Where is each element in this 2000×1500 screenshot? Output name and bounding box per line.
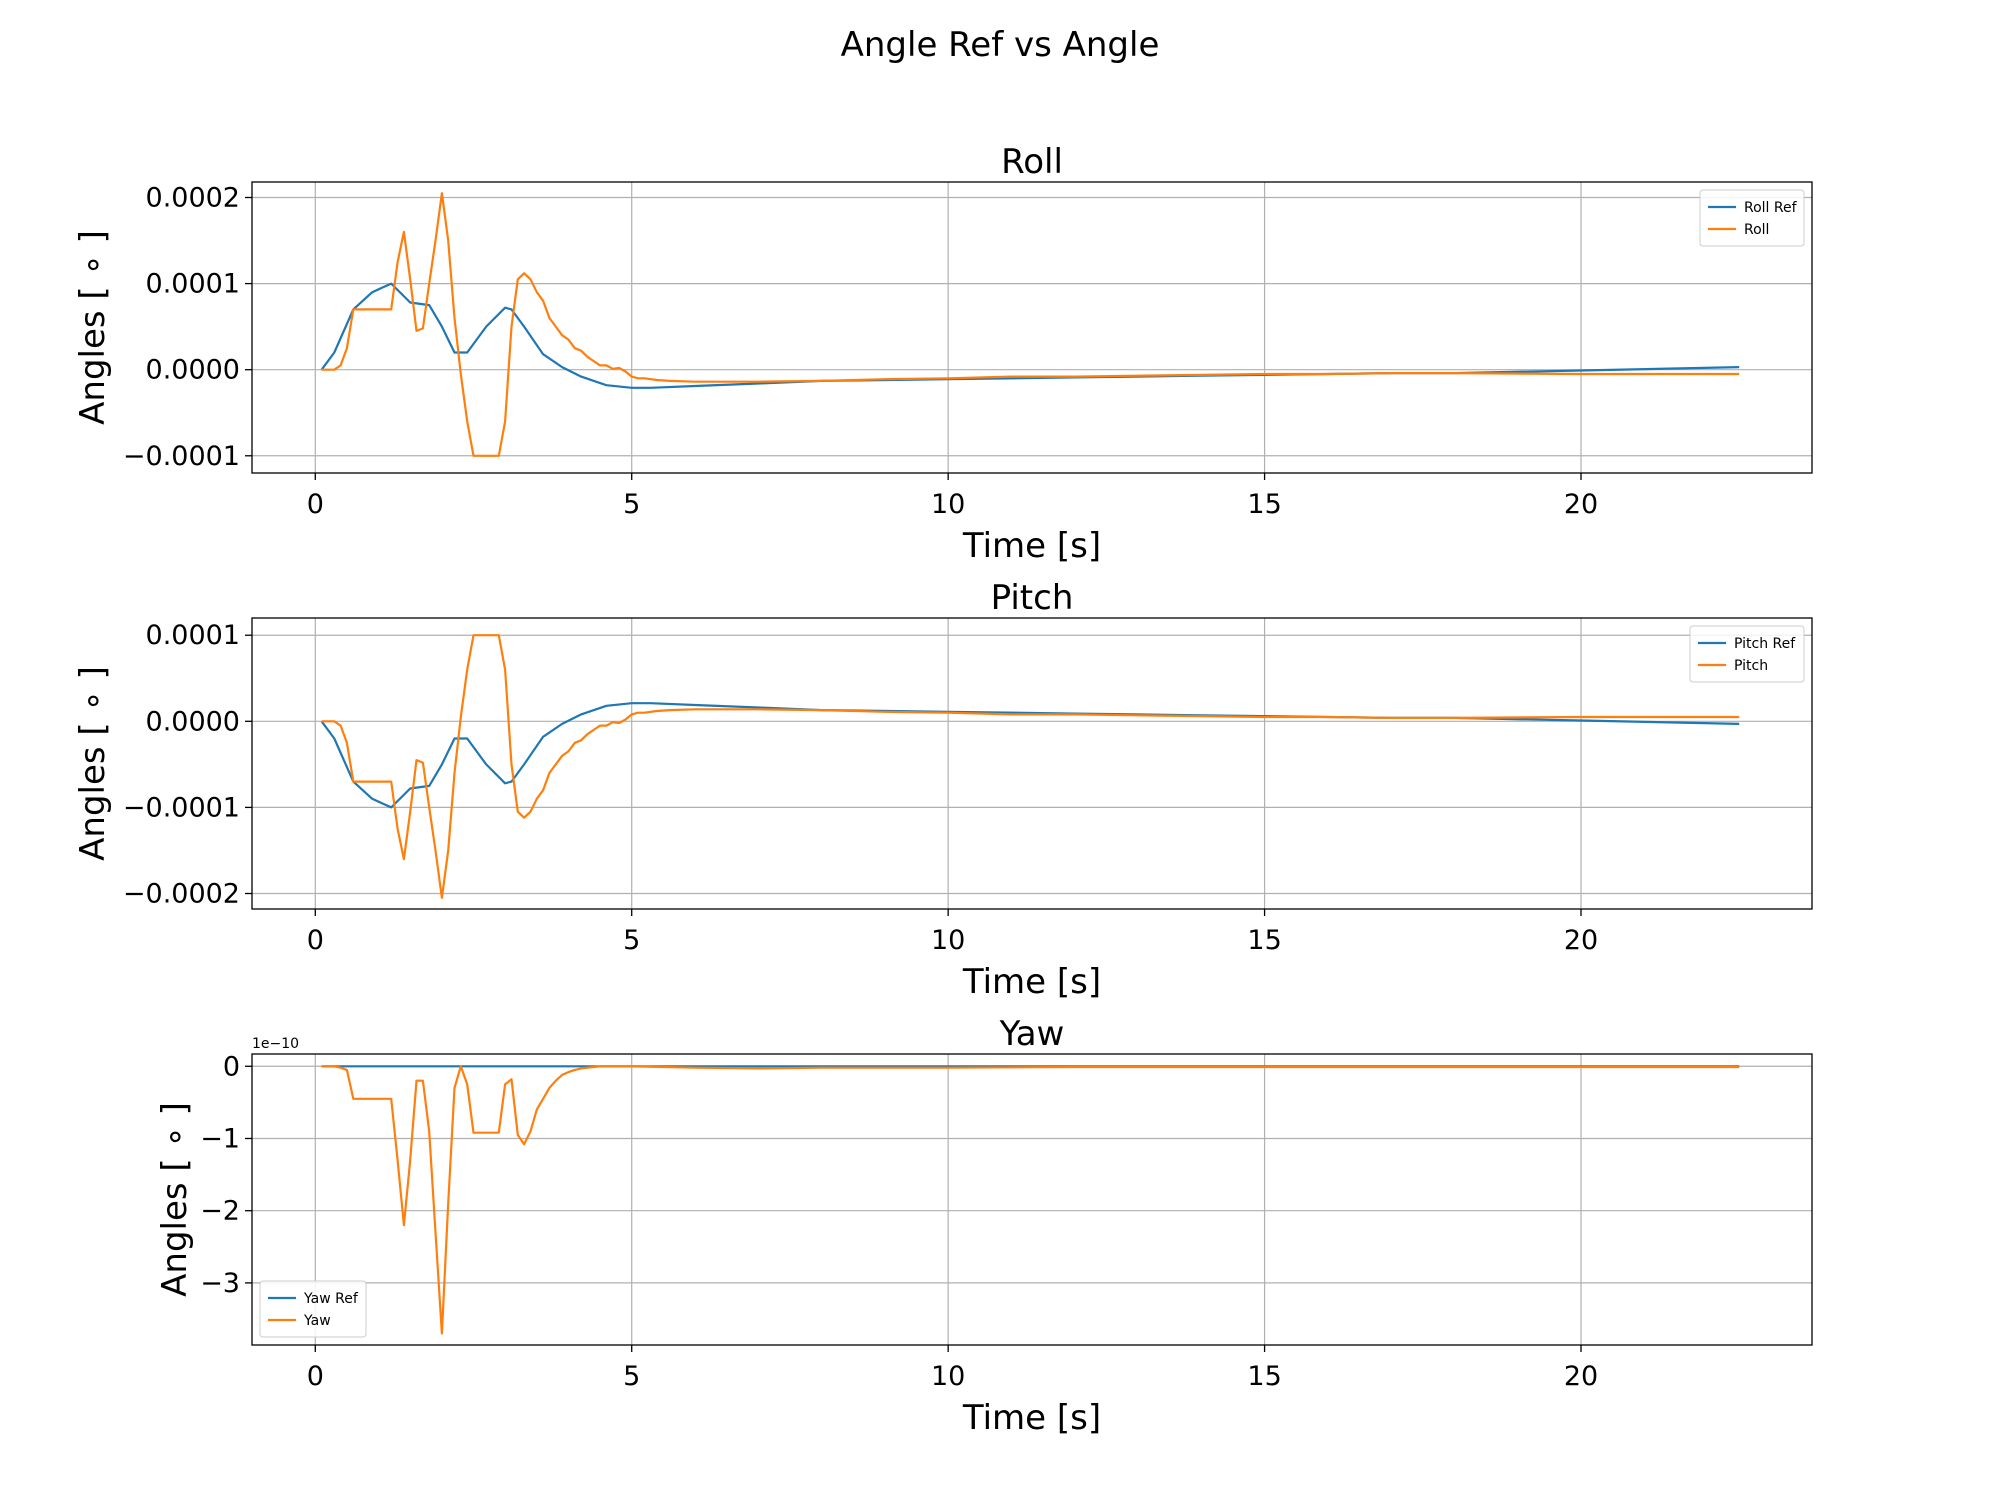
legend-label: Yaw [303, 1313, 331, 1329]
subplot-pitch: 0 5 10 15 20 −0.0002 −0.0001 0.0000 0.0001 Pitch T… [73, 578, 1813, 1002]
x-axis-label: Time [s] [962, 526, 1101, 566]
x-tick-label: 5 [623, 1361, 640, 1392]
legend-label: Roll Ref [1744, 200, 1798, 216]
legend-label: Pitch Ref [1734, 636, 1796, 652]
x-tick-label: 20 [1564, 489, 1598, 520]
y-tick-label: −1 [200, 1123, 240, 1154]
x-tick-label: 15 [1247, 489, 1281, 520]
y-axis-label: Angles [ ∘ ] [155, 1102, 195, 1297]
x-tick-label: 0 [307, 489, 324, 520]
legend-label: Roll [1744, 222, 1769, 238]
x-tick-label: 10 [931, 925, 965, 956]
y-tick-label: 0.0000 [146, 355, 240, 386]
y-tick-label: 0.0002 [146, 182, 240, 213]
series-line-roll [321, 192, 1740, 457]
y-axis-label: Angles [ ∘ ] [73, 666, 113, 861]
subplot-title: Roll [1001, 142, 1063, 182]
subplot-yaw: 0 5 10 15 20 −3 −2 −1 0 1e−10 Yaw Time [s] Angles [ … [155, 1014, 1813, 1438]
axes-frame [251, 1053, 1813, 1346]
subplot-title: Pitch [991, 578, 1074, 618]
x-tick-label: 20 [1564, 925, 1598, 956]
subplot-roll: 0 5 10 15 20 −0.0001 0.0000 0.0001 0.0002 Roll Tim… [73, 142, 1813, 566]
axes-frame [251, 181, 1813, 474]
y-tick-label: −0.0001 [123, 792, 240, 823]
legend-box [1689, 625, 1805, 683]
x-tick-label: 5 [623, 489, 640, 520]
y-tick-label: −3 [200, 1268, 240, 1299]
figure-title: Angle Ref vs Angle [841, 25, 1160, 65]
y-tick-label: 0 [223, 1051, 240, 1082]
x-axis-label: Time [s] [962, 1398, 1101, 1438]
x-axis-label: Time [s] [962, 962, 1101, 1002]
x-tick-label: 10 [931, 1361, 965, 1392]
y-offset-text: 1e−10 [252, 1036, 299, 1052]
axes-frame [251, 617, 1813, 910]
legend: Roll Ref Roll [1699, 189, 1805, 247]
y-tick-label: 0.0000 [146, 706, 240, 737]
x-tick-label: 0 [307, 1361, 324, 1392]
x-tick-label: 20 [1564, 1361, 1598, 1392]
legend: Yaw Ref Yaw [259, 1280, 367, 1338]
legend-box [259, 1280, 367, 1338]
legend: Pitch Ref Pitch [1689, 625, 1805, 683]
legend-label: Yaw Ref [303, 1291, 359, 1307]
x-tick-label: 5 [623, 925, 640, 956]
legend-box [1699, 189, 1805, 247]
y-tick-label: −2 [200, 1196, 240, 1227]
legend-label: Pitch [1734, 658, 1768, 674]
x-tick-label: 0 [307, 925, 324, 956]
series-line-pitch [321, 634, 1740, 899]
y-tick-label: −0.0002 [123, 879, 240, 910]
y-tick-label: 0.0001 [146, 620, 240, 651]
series-line-yaw [321, 1065, 1740, 1335]
x-tick-label: 15 [1247, 1361, 1281, 1392]
y-tick-label: 0.0001 [146, 269, 240, 300]
subplot-title: Yaw [999, 1014, 1065, 1054]
x-tick-label: 15 [1247, 925, 1281, 956]
y-axis-label: Angles [ ∘ ] [73, 230, 113, 425]
y-tick-label: −0.0001 [123, 441, 240, 472]
x-tick-label: 10 [931, 489, 965, 520]
